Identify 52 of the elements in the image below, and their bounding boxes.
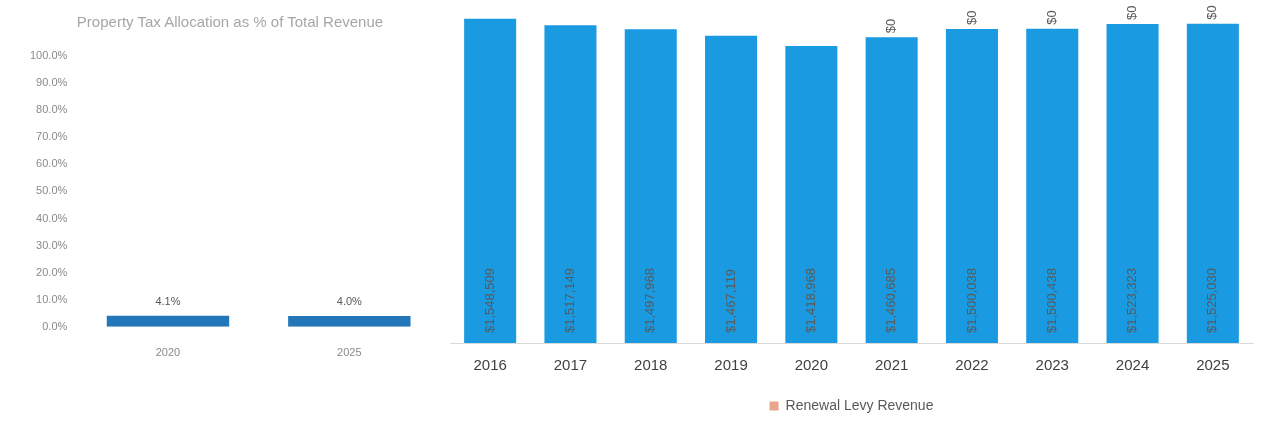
y-tick-label: 10.0% [36, 292, 68, 305]
y-tick-label: 20.0% [36, 265, 68, 278]
x-tick-label: 2025 [337, 346, 362, 359]
y-tick-label: 70.0% [36, 130, 68, 143]
data-label: $1,500,038 [963, 267, 979, 333]
data-label: $1,418,968 [802, 267, 818, 333]
data-label: $0 [963, 10, 979, 25]
x-tick-label: 2018 [634, 356, 668, 374]
x-tick-label: 2020 [155, 346, 181, 359]
x-tick-label: 2023 [1035, 356, 1069, 374]
bar [624, 29, 677, 343]
data-label: $0 [1124, 5, 1140, 21]
x-tick-label: 2024 [1115, 356, 1150, 374]
data-label: 4.1% [155, 295, 181, 308]
bar [705, 35, 758, 343]
data-label: $1,548,509 [481, 267, 497, 333]
bar [945, 28, 998, 343]
data-label: $1,517,149 [562, 267, 578, 333]
x-tick-label: 2016 [473, 356, 507, 374]
data-label: $0 [1204, 5, 1220, 20]
bar [785, 45, 838, 343]
legend-label: Renewal Levy Revenue [785, 396, 934, 413]
data-label: $1,497,968 [642, 267, 658, 333]
y-tick-label: 0.0% [42, 319, 68, 332]
x-tick-label: 2017 [553, 356, 588, 374]
data-label: 4.0% [336, 295, 363, 308]
x-tick-label: 2020 [794, 356, 829, 374]
x-tick-label: 2021 [874, 356, 909, 374]
bar [865, 37, 918, 343]
bar [1106, 24, 1159, 343]
bar [544, 25, 597, 343]
y-tick-label: 60.0% [36, 157, 68, 170]
data-label: $1,500,438 [1043, 267, 1059, 333]
y-tick-label: 50.0% [36, 184, 68, 197]
y-tick-label: 100.0% [30, 49, 68, 62]
y-tick-label: 40.0% [36, 211, 68, 224]
bar [464, 18, 517, 343]
data-label: $0 [883, 18, 899, 34]
y-tick-label: 80.0% [36, 103, 68, 116]
y-tick-label: 30.0% [36, 238, 68, 251]
data-label: $1,460,685 [883, 267, 899, 333]
data-label: $0 [1043, 10, 1059, 25]
x-tick-label: 2022 [955, 356, 989, 374]
bar [1026, 28, 1079, 343]
x-tick-label: 2025 [1196, 356, 1230, 374]
bar [1186, 23, 1239, 343]
chart-title: Property Tax Allocation as % of Total Revenue [76, 13, 384, 31]
data-label: $1,467,119 [722, 268, 738, 333]
y-tick-label: 90.0% [36, 76, 68, 89]
data-label: $1,525,030 [1204, 267, 1220, 333]
x-tick-label: 2019 [714, 356, 748, 374]
data-label: $1,523,323 [1124, 267, 1140, 333]
